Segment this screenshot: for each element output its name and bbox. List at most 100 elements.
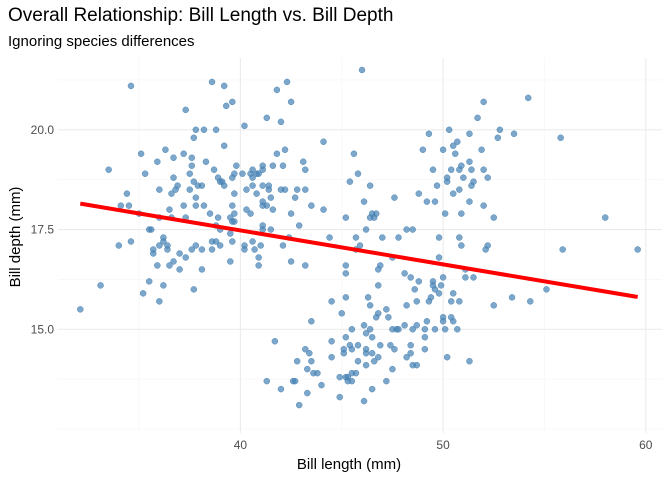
data-point [328, 353, 335, 361]
data-point [362, 226, 370, 233]
data-point [348, 326, 356, 333]
data-point [413, 322, 421, 329]
data-point [306, 349, 313, 357]
data-point [352, 234, 360, 241]
data-point [263, 377, 271, 385]
data-point [269, 162, 277, 169]
data-point [431, 286, 439, 293]
data-point [431, 198, 439, 205]
data-point [229, 98, 236, 106]
data-point [231, 190, 238, 197]
data-point [342, 214, 350, 221]
data-point [462, 274, 469, 281]
data-point [320, 206, 327, 213]
data-point [314, 369, 321, 377]
data-point [229, 238, 236, 245]
data-point [527, 298, 534, 305]
data-point [427, 294, 435, 301]
x-tick-label: 50 [436, 438, 450, 452]
data-point [379, 234, 386, 241]
data-point [287, 258, 295, 265]
data-point [490, 302, 498, 309]
data-point [231, 210, 238, 217]
data-point [468, 166, 475, 173]
data-point [318, 381, 325, 389]
data-point [168, 190, 175, 197]
data-point [391, 345, 398, 353]
data-point [212, 238, 220, 245]
data-point [342, 270, 350, 277]
y-axis-title: Bill depth (mm) [7, 187, 24, 288]
data-point [326, 234, 333, 241]
data-point [162, 146, 169, 154]
data-point [449, 290, 457, 297]
data-point [370, 357, 378, 365]
data-point [474, 114, 481, 122]
data-point [154, 262, 161, 269]
data-point [304, 365, 311, 373]
data-point [198, 182, 206, 189]
data-point [267, 194, 275, 201]
data-point [377, 262, 384, 269]
data-point [490, 214, 498, 221]
data-point [231, 218, 238, 225]
x-axis-title: Bill length (mm) [297, 456, 401, 473]
data-point [439, 146, 447, 154]
data-point [186, 170, 193, 177]
data-point [257, 242, 264, 249]
data-point [279, 162, 287, 169]
data-point [383, 377, 390, 385]
data-point [360, 397, 368, 405]
data-point [265, 182, 273, 189]
data-point [180, 202, 187, 209]
data-point [295, 222, 303, 229]
data-point [458, 242, 465, 249]
data-point [368, 385, 376, 393]
chart-title: Overall Relationship: Bill Length vs. Bi… [8, 5, 394, 26]
data-point [170, 154, 177, 161]
data-point [247, 210, 254, 217]
data-point [125, 202, 133, 209]
data-point [263, 202, 271, 209]
data-point [206, 210, 214, 217]
data-point [192, 194, 200, 201]
data-point [524, 94, 532, 102]
data-point [154, 158, 161, 165]
data-point [494, 134, 502, 142]
data-point [192, 242, 200, 249]
data-point [188, 154, 196, 161]
data-point [456, 298, 463, 305]
chart-subtitle: Ignoring species differences [8, 33, 195, 50]
data-point [360, 322, 368, 329]
data-point [429, 278, 437, 285]
data-point [356, 242, 364, 249]
data-point [164, 242, 171, 249]
data-point [423, 198, 431, 205]
data-point [273, 86, 281, 94]
data-point [239, 170, 246, 177]
regression-line [79, 201, 639, 299]
data-point [342, 334, 350, 341]
data-point [182, 254, 189, 261]
data-point [259, 182, 266, 189]
data-point [249, 174, 256, 181]
data-point [208, 246, 216, 253]
data-point [409, 326, 416, 333]
data-point [170, 174, 177, 181]
data-point [372, 210, 380, 217]
data-point [480, 202, 487, 209]
data-point [77, 306, 84, 313]
data-point [176, 266, 183, 273]
data-point [166, 206, 173, 213]
data-point [496, 126, 504, 134]
data-point [304, 389, 311, 397]
data-point [227, 258, 234, 265]
data-point [293, 186, 301, 193]
data-point [484, 242, 491, 249]
regression-line-group [79, 201, 639, 299]
data-point [429, 166, 437, 173]
data-point [267, 226, 275, 233]
data-point [212, 126, 220, 134]
x-tick-label: 60 [639, 438, 653, 452]
